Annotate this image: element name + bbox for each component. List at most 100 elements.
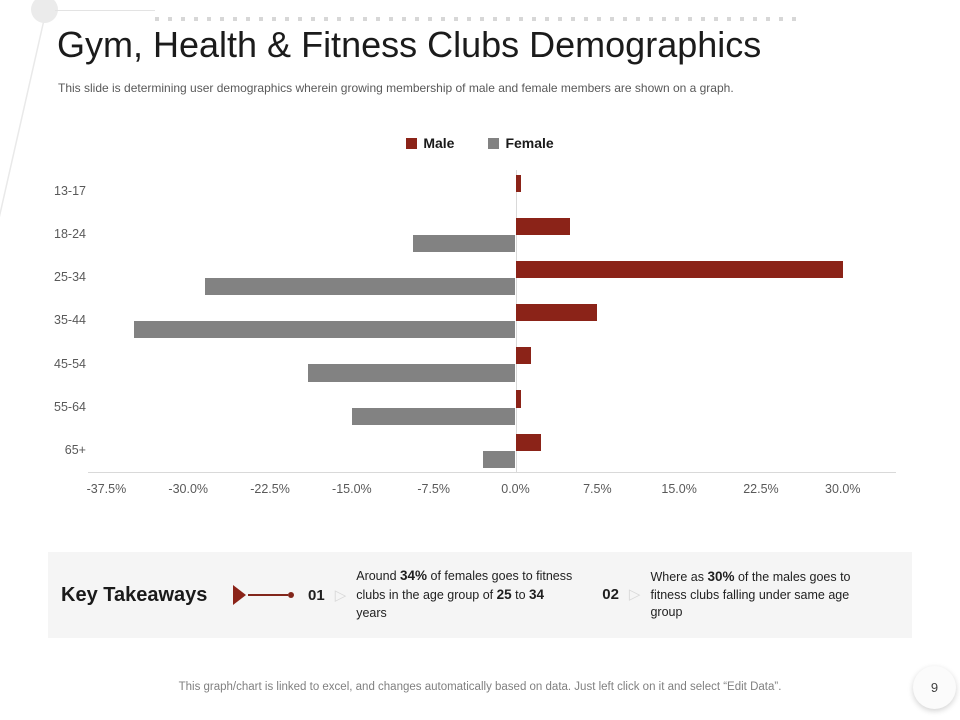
legend-swatch-male [406, 137, 418, 149]
x-tick-label: -15.0% [332, 482, 372, 496]
circle-decoration [31, 0, 58, 23]
x-axis-line [88, 472, 896, 473]
dot-decoration [506, 17, 510, 21]
legend-item-female: Female [488, 135, 554, 151]
dot-decoration [181, 17, 185, 21]
dot-decoration [311, 17, 315, 21]
chart-legend: Male Female [0, 135, 960, 151]
dot-decoration [766, 17, 770, 21]
dot-decoration [753, 17, 757, 21]
chart-area[interactable]: 13-17 18-24 25-34 35-44 45-54 55-64 65+ -37.5% -… [0, 170, 960, 505]
x-tick-label: -30.0% [168, 482, 209, 496]
dot-decoration [389, 17, 393, 21]
dot-decoration [324, 17, 328, 21]
legend-label: Female [505, 135, 554, 151]
category-label: 18-24 [54, 227, 86, 242]
category-label: 65+ [64, 442, 86, 457]
dot-decoration [272, 17, 276, 21]
dot-decoration [688, 17, 692, 21]
page-number: 9 [930, 680, 939, 695]
dot-decoration [714, 17, 718, 21]
male-bar-45-54 [515, 347, 531, 365]
arrow-line [248, 594, 288, 596]
female-bar-55-64 [351, 407, 516, 425]
dot-decoration [454, 17, 458, 21]
dot-decoration [467, 17, 471, 21]
takeaway-number-2: 02 [602, 586, 619, 604]
dot-decoration [428, 17, 432, 21]
male-bar-18-24 [515, 217, 571, 235]
x-tick-label: 30.0% [825, 482, 861, 496]
male-bar-35-44 [515, 304, 598, 322]
female-bar-18-24 [412, 234, 516, 253]
page-title: Gym, Health & Fitness Clubs Demographics [57, 24, 762, 65]
dot-decoration [402, 17, 406, 21]
triangle-icon [233, 585, 246, 605]
key-takeaways-heading: Key Takeaways [61, 583, 208, 606]
dot-decoration [480, 17, 484, 21]
dot-decoration [350, 17, 354, 21]
x-tick-label: -22.5% [250, 482, 290, 496]
dot-decoration [623, 17, 627, 21]
category-label: 45-54 [54, 356, 86, 371]
dot-decoration [259, 17, 263, 21]
dot-decoration [779, 17, 783, 21]
dot-decoration [597, 17, 601, 21]
female-bar-45-54 [308, 364, 516, 382]
dot-decoration [584, 17, 588, 21]
x-tick-label: -37.5% [86, 482, 127, 496]
x-tick-label: 7.5% [583, 482, 612, 496]
dot-decoration [519, 17, 523, 21]
dot-decoration [376, 17, 380, 21]
dot-decoration [662, 17, 666, 21]
dot-decoration [610, 17, 614, 21]
takeaway-number-1: 01 [308, 586, 325, 604]
chevron-right-icon: ▷ [628, 586, 641, 604]
category-label: 13-17 [54, 184, 86, 198]
x-tick-label: 22.5% [743, 482, 779, 496]
dot-decoration [194, 17, 198, 21]
key-takeaways-panel: Key Takeaways 01 ▷ Around 34% of females… [48, 552, 912, 638]
line-decoration [55, 10, 155, 11]
dot-decoration [571, 17, 575, 21]
chevron-right-icon: ▷ [334, 586, 347, 604]
dot-decoration [558, 17, 562, 21]
x-tick-label: -7.5% [417, 482, 450, 496]
page-number-badge: 9 [913, 666, 956, 709]
x-tick-label: 0.0% [501, 482, 530, 496]
dotted-line-decoration [155, 8, 805, 26]
dot-decoration [285, 17, 289, 21]
male-bar-65+ [515, 433, 541, 451]
dot-decoration [220, 17, 224, 21]
category-label: 55-64 [54, 399, 86, 414]
dot-decoration [493, 17, 497, 21]
dot-decoration [740, 17, 744, 21]
male-bar-55-64 [515, 390, 521, 408]
footer-note: This graph/chart is linked to excel, and… [178, 681, 782, 693]
takeaway-text-2: Where as 30% of the males goes to fitnes… [650, 569, 851, 620]
dot-decoration [298, 17, 302, 21]
dot-decoration [532, 17, 536, 21]
female-bar-35-44 [133, 321, 516, 339]
dot-decoration [246, 17, 250, 21]
x-tick-label: 15.0% [661, 482, 697, 496]
legend-item-male: Male [406, 135, 454, 151]
male-bar-25-34 [515, 260, 843, 279]
dot-decoration [207, 17, 211, 21]
dot-decoration [636, 17, 640, 21]
arrow-decoration [233, 585, 294, 605]
dot-decoration [155, 17, 159, 21]
dot-decoration [649, 17, 653, 21]
dot-decoration [363, 17, 367, 21]
dot-decoration [701, 17, 705, 21]
category-label: 25-34 [54, 270, 86, 285]
category-label: 35-44 [54, 313, 86, 328]
takeaway-item-1: 01 ▷ Around 34% of females goes to fitne… [308, 567, 576, 622]
takeaway-item-2: 02 ▷ Where as 30% of the males goes to f… [602, 568, 882, 622]
dot-decoration [675, 17, 679, 21]
takeaway-text-1: Around 34% of females goes to fitness cl… [356, 568, 573, 621]
dot-decoration [415, 17, 419, 21]
dot-decoration [168, 17, 172, 21]
dot-decoration [337, 17, 341, 21]
